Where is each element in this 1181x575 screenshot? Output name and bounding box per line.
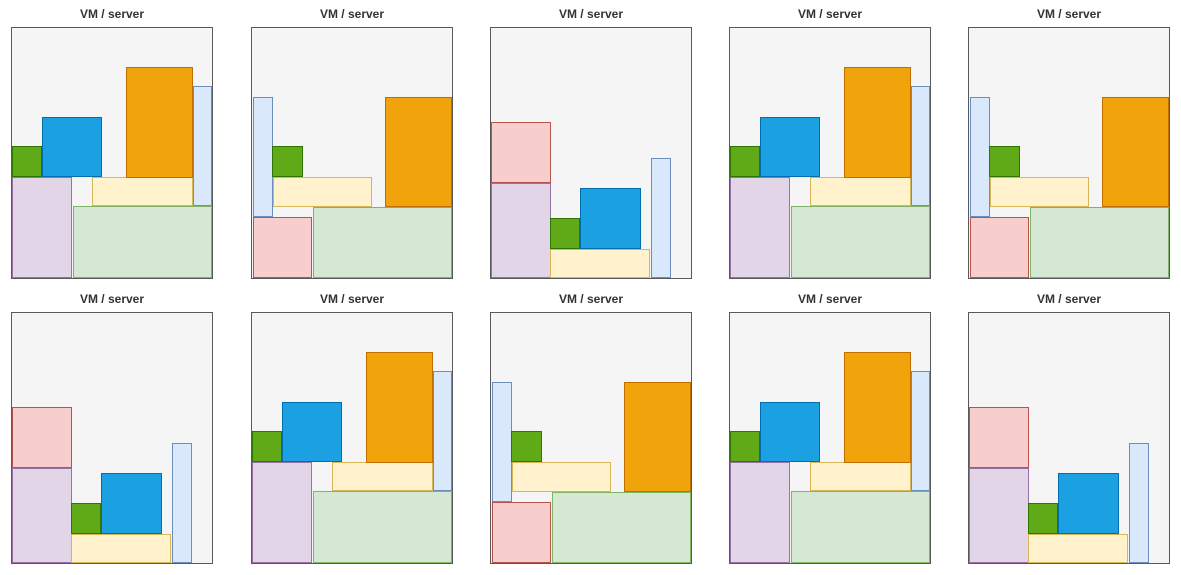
vm-blue (760, 402, 820, 462)
vm-orange (126, 67, 193, 178)
vm-yellow (1028, 534, 1128, 563)
vm-blue (282, 402, 342, 462)
server-frame (11, 312, 213, 564)
vm-lightgreen (313, 491, 452, 563)
vm-orange (385, 97, 452, 207)
vm-lightblue (651, 158, 671, 278)
server-frame (729, 312, 931, 564)
vm-green (252, 431, 282, 462)
vm-lightgreen (313, 207, 452, 278)
server-frame (251, 312, 453, 564)
vm-lightgreen (73, 206, 212, 278)
vm-purple (12, 177, 72, 278)
vm-green (550, 218, 580, 249)
vm-purple (491, 183, 551, 278)
vm-pink (12, 407, 72, 468)
vm-blue (42, 117, 102, 177)
vm-yellow (92, 177, 193, 206)
vm-pink (253, 217, 312, 278)
panel-title: VM / server (319, 292, 385, 306)
vm-lightblue (253, 97, 273, 217)
vm-lightblue (193, 86, 212, 206)
vm-orange (844, 352, 911, 463)
vm-pink (969, 407, 1029, 468)
vm-lightgreen (552, 492, 691, 563)
server-frame (968, 312, 1170, 564)
vm-yellow (810, 462, 911, 491)
vm-green (730, 431, 760, 462)
vm-yellow (512, 462, 611, 492)
vm-yellow (332, 462, 433, 491)
vm-lightblue (911, 371, 930, 491)
vm-yellow (550, 249, 650, 278)
vm-green (511, 431, 542, 462)
vm-orange (1102, 97, 1169, 207)
panel-title: VM / server (558, 7, 624, 21)
vm-lightgreen (1030, 207, 1169, 278)
panel-title: VM / server (558, 292, 624, 306)
vm-yellow (990, 177, 1089, 207)
server-frame (729, 27, 931, 279)
vm-purple (730, 462, 790, 563)
panel-title: VM / server (797, 7, 863, 21)
panel-title: VM / server (79, 292, 145, 306)
vm-blue (101, 473, 162, 534)
server-frame (968, 27, 1170, 279)
vm-blue (760, 117, 820, 177)
vm-pink (492, 502, 551, 563)
vm-lightgreen (791, 491, 930, 563)
vm-green (272, 146, 303, 177)
panel-title: VM / server (1036, 7, 1102, 21)
vm-yellow (273, 177, 372, 207)
vm-purple (252, 462, 312, 563)
vm-lightblue (172, 443, 192, 563)
vm-orange (366, 352, 433, 463)
vm-lightblue (911, 86, 930, 206)
server-frame (11, 27, 213, 279)
panel-title: VM / server (79, 7, 145, 21)
vm-lightblue (970, 97, 990, 217)
vm-orange (624, 382, 691, 492)
panel-title: VM / server (797, 292, 863, 306)
panel-title: VM / server (1036, 292, 1102, 306)
vm-yellow (71, 534, 171, 563)
vm-green (730, 146, 760, 177)
vm-pink (491, 122, 551, 183)
vm-green (12, 146, 42, 177)
vm-blue (1058, 473, 1119, 534)
server-frame (251, 27, 453, 279)
vm-lightblue (433, 371, 452, 491)
vm-purple (12, 468, 72, 563)
vm-green (1028, 503, 1058, 534)
vm-blue (580, 188, 641, 249)
vm-lightblue (492, 382, 512, 502)
vm-green (989, 146, 1020, 177)
panel-title: VM / server (319, 7, 385, 21)
vm-pink (970, 217, 1029, 278)
vm-lightblue (1129, 443, 1149, 563)
vm-yellow (810, 177, 911, 206)
vm-green (71, 503, 101, 534)
server-frame (490, 27, 692, 279)
vm-purple (730, 177, 790, 278)
vm-purple (969, 468, 1029, 563)
server-frame (490, 312, 692, 564)
vm-lightgreen (791, 206, 930, 278)
vm-orange (844, 67, 911, 178)
